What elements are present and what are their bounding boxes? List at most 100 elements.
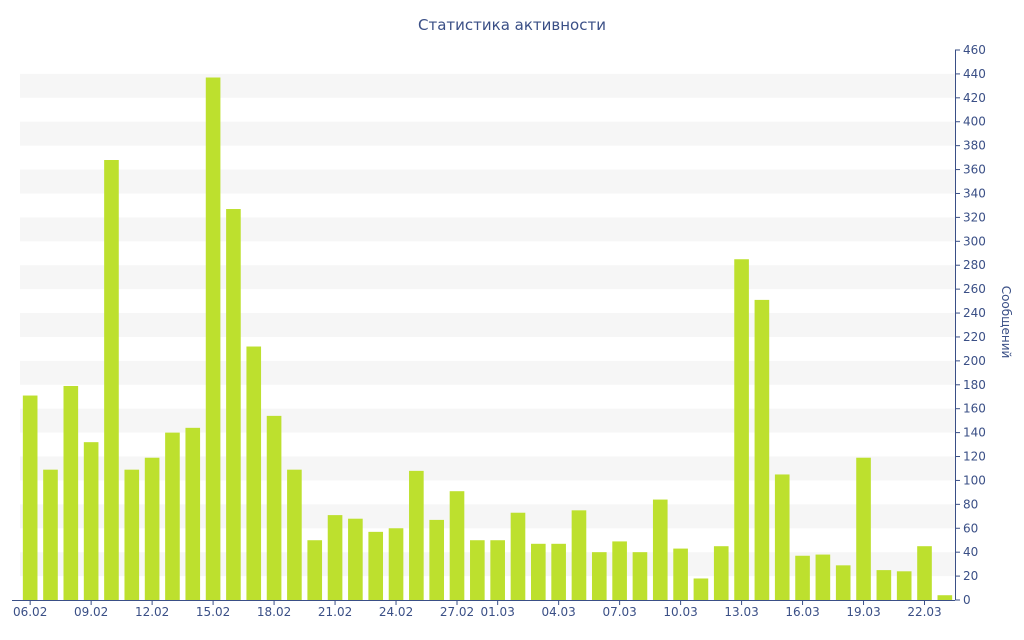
y-axis: 0 20 40 60 80 100 120 140 160 180 200 220 240 260 280 3… <box>955 43 986 607</box>
y-tick-label: 340 <box>963 186 986 200</box>
grid-band <box>20 121 955 146</box>
x-tick-label: 18.02 <box>257 605 291 619</box>
x-tick-label: 10.03 <box>663 605 697 619</box>
y-tick-label: 280 <box>963 258 986 272</box>
bar[interactable] <box>815 554 831 600</box>
y-tick-label: 100 <box>963 473 986 487</box>
y-tick-label: 180 <box>963 378 986 392</box>
y-tick-label: 240 <box>963 306 986 320</box>
y-tick-label: 200 <box>963 354 986 368</box>
grid-band <box>20 552 955 577</box>
y-tick-label: 140 <box>963 426 986 440</box>
y-tick-label: 400 <box>963 115 986 129</box>
x-tick-label: 15.02 <box>196 605 230 619</box>
x-tick-label: 09.02 <box>74 605 108 619</box>
grid-band <box>20 408 955 433</box>
bar[interactable] <box>327 515 343 600</box>
bar[interactable] <box>673 548 688 600</box>
bar[interactable] <box>531 543 546 600</box>
y-tick-label: 60 <box>963 521 978 535</box>
bar[interactable] <box>754 299 770 600</box>
x-tick-label: 27.02 <box>440 605 474 619</box>
y-tick-label: 260 <box>963 282 986 296</box>
bar[interactable] <box>83 442 99 600</box>
bar[interactable] <box>287 469 302 600</box>
chart-title: Статистика активности <box>418 16 606 34</box>
grid-band <box>20 169 955 194</box>
bar[interactable] <box>591 552 607 600</box>
y-tick-label: 160 <box>963 402 986 416</box>
bar[interactable] <box>632 552 648 600</box>
bar[interactable] <box>774 474 790 600</box>
bar[interactable] <box>307 540 323 600</box>
bar[interactable] <box>449 491 465 600</box>
bar[interactable] <box>43 469 58 600</box>
bars <box>22 77 953 601</box>
bar[interactable] <box>63 385 79 600</box>
bar[interactable] <box>348 518 363 600</box>
x-tick-label: 19.03 <box>846 605 880 619</box>
bar[interactable] <box>795 555 810 600</box>
x-tick-label: 04.03 <box>541 605 575 619</box>
bar[interactable] <box>571 510 587 600</box>
grid-band <box>20 313 955 337</box>
y-tick-label: 360 <box>963 163 986 177</box>
y-tick-label: 460 <box>963 43 986 57</box>
x-axis: 06.02 09.02 12.02 15.02 18.02 21.02 24.02 27.02… <box>12 600 955 619</box>
bar[interactable] <box>144 457 160 600</box>
bar[interactable] <box>917 546 932 600</box>
bar[interactable] <box>104 160 119 600</box>
bar[interactable] <box>734 259 749 600</box>
y-tick-label: 20 <box>963 569 978 583</box>
bar[interactable] <box>510 512 526 600</box>
bar[interactable] <box>185 427 201 600</box>
y-tick-label: 80 <box>963 497 978 511</box>
y-tick-label: 120 <box>963 450 986 464</box>
bar[interactable] <box>165 432 180 600</box>
x-tick-label: 21.02 <box>318 605 352 619</box>
y-tick-label: 40 <box>963 545 978 559</box>
x-tick-label: 06.02 <box>13 605 47 619</box>
x-tick-label: 07.03 <box>602 605 636 619</box>
bar[interactable] <box>693 578 709 600</box>
bar[interactable] <box>22 395 38 600</box>
bar[interactable] <box>368 531 384 600</box>
bar[interactable] <box>835 565 851 600</box>
x-tick-label: 13.03 <box>724 605 758 619</box>
bar[interactable] <box>937 595 953 600</box>
bar[interactable] <box>713 546 729 600</box>
x-tick-label: 24.02 <box>379 605 413 619</box>
bar[interactable] <box>551 543 566 600</box>
bar[interactable] <box>124 469 140 600</box>
x-tick-label: 01.03 <box>480 605 514 619</box>
x-tick-label: 16.03 <box>785 605 819 619</box>
bar[interactable] <box>612 541 627 600</box>
y-tick-label: 440 <box>963 67 986 81</box>
bar[interactable] <box>226 209 241 600</box>
bar[interactable] <box>856 457 871 600</box>
bar[interactable] <box>876 570 892 600</box>
y-tick-label: 0 <box>963 593 971 607</box>
y-axis-label: Сообщений <box>999 286 1013 359</box>
bar[interactable] <box>266 415 282 600</box>
grid-band <box>20 504 955 529</box>
grid-band <box>20 217 955 242</box>
x-tick-label: 12.02 <box>135 605 169 619</box>
bar[interactable] <box>896 571 912 600</box>
y-tick-label: 420 <box>963 91 986 105</box>
bar[interactable] <box>429 519 444 600</box>
x-tick-label: 22.03 <box>907 605 941 619</box>
bar[interactable] <box>388 528 404 600</box>
grid-band <box>20 73 955 98</box>
y-tick-label: 300 <box>963 234 986 248</box>
bar[interactable] <box>490 540 505 600</box>
bar[interactable] <box>205 77 221 601</box>
bar[interactable] <box>652 499 668 600</box>
y-tick-label: 220 <box>963 330 986 344</box>
bar[interactable] <box>409 470 424 600</box>
grid-band <box>20 360 955 385</box>
bar[interactable] <box>246 346 262 600</box>
y-tick-label: 320 <box>963 210 986 224</box>
bar[interactable] <box>470 540 485 600</box>
